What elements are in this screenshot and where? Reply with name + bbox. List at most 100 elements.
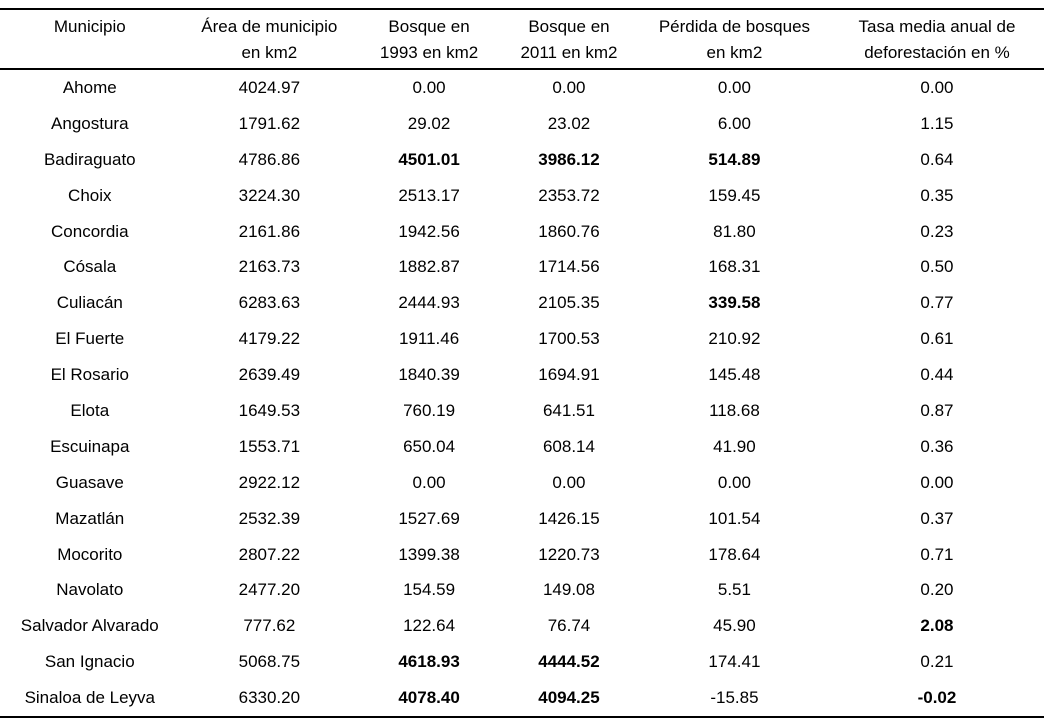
value-cell: 1860.76 — [538, 221, 600, 241]
municipality-cell: Choix — [68, 185, 112, 205]
column-header-line: deforestación en % — [864, 43, 1010, 62]
value-cell: 4024.97 — [238, 77, 301, 97]
value-cell: 23.02 — [547, 113, 591, 133]
value-cell: 1527.69 — [398, 508, 460, 528]
value-cell: 0.00 — [920, 472, 954, 492]
table-row: San Ignacio 5068.75 4618.93 4444.52 174.41 0.… — [0, 644, 1044, 680]
value-cell: 1399.38 — [398, 544, 460, 564]
value-cell: 0.00 — [552, 77, 586, 97]
municipality-cell: Mocorito — [57, 544, 123, 564]
table-row: Sinaloa de Leyva 6330.20 4078.40 4094.25 -15… — [0, 680, 1044, 717]
value-cell: 641.51 — [542, 400, 595, 420]
value-cell: 145.48 — [708, 365, 761, 385]
value-cell: 5068.75 — [238, 652, 301, 672]
table-row: Elota 1649.53 760.19 641.51 118.68 0.87 — [0, 393, 1044, 429]
municipality-cell: Culiacán — [56, 293, 123, 313]
value-cell: 4444.52 — [538, 652, 600, 672]
value-cell: 514.89 — [708, 149, 761, 169]
column-header: Municipio — [0, 9, 180, 70]
value-cell: 4094.25 — [538, 688, 600, 708]
column-header-line — [0, 40, 180, 66]
table-row: El Fuerte 4179.22 1911.46 1700.53 210.92 0.61 — [0, 321, 1044, 357]
value-cell: 1426.15 — [538, 508, 600, 528]
value-cell: 1553.71 — [238, 436, 301, 456]
value-cell: 0.00 — [412, 472, 446, 492]
value-cell: -15.85 — [710, 688, 759, 708]
municipality-cell: Guasave — [55, 472, 124, 492]
value-cell: 0.71 — [920, 544, 954, 564]
column-header-line: en km2 — [706, 43, 763, 62]
value-cell: 0.00 — [920, 77, 954, 97]
table-body: Ahome 4024.97 0.00 0.00 0.00 0.00 Angostura 179… — [0, 69, 1044, 717]
value-cell: 76.74 — [547, 616, 591, 636]
column-header-line: Área de municipio — [201, 17, 338, 36]
value-cell: 0.21 — [920, 652, 954, 672]
value-cell: 168.31 — [708, 257, 761, 277]
value-cell: 1882.87 — [398, 257, 460, 277]
municipality-cell: El Rosario — [50, 365, 129, 385]
value-cell: 1942.56 — [398, 221, 460, 241]
value-cell: 2161.86 — [238, 221, 301, 241]
value-cell: 174.41 — [708, 652, 761, 672]
value-cell: 2639.49 — [238, 365, 301, 385]
value-cell: 0.50 — [920, 257, 954, 277]
table-row: Escuinapa 1553.71 650.04 608.14 41.90 0.36 — [0, 429, 1044, 465]
value-cell: 0.23 — [920, 221, 954, 241]
table-row: Guasave 2922.12 0.00 0.00 0.00 0.00 — [0, 465, 1044, 501]
value-cell: 650.04 — [403, 436, 456, 456]
table-row: Choix 3224.30 2513.17 2353.72 159.45 0.35 — [0, 178, 1044, 214]
value-cell: 178.64 — [708, 544, 761, 564]
value-cell: 1840.39 — [398, 365, 460, 385]
value-cell: 4786.86 — [238, 149, 301, 169]
value-cell: 6283.63 — [238, 293, 301, 313]
value-cell: 41.90 — [713, 436, 756, 456]
municipality-cell: Mazatlán — [55, 508, 125, 528]
column-header-line: Pérdida de bosques — [658, 17, 811, 36]
value-cell: 3986.12 — [538, 149, 600, 169]
value-cell: 0.44 — [920, 365, 954, 385]
value-cell: 0.61 — [920, 329, 954, 349]
municipality-cell: Angostura — [51, 113, 129, 133]
value-cell: 45.90 — [713, 616, 756, 636]
value-cell: 4078.40 — [398, 688, 460, 708]
column-header-line: 1993 en km2 — [379, 43, 479, 62]
value-cell: 0.87 — [920, 400, 954, 420]
table-row: Cósala 2163.73 1882.87 1714.56 168.31 0.50 — [0, 249, 1044, 285]
municipality-cell: Cósala — [63, 257, 117, 277]
value-cell: 6.00 — [717, 113, 751, 133]
municipality-cell: Sinaloa de Leyva — [24, 688, 155, 708]
municipality-cell: Escuinapa — [50, 436, 130, 456]
value-cell: 1700.53 — [538, 329, 600, 349]
municipality-cell: Badiraguato — [43, 149, 136, 169]
value-cell: 0.37 — [920, 508, 954, 528]
value-cell: 101.54 — [708, 508, 761, 528]
value-cell: 1694.91 — [538, 365, 600, 385]
column-header-line: Bosque en — [388, 17, 470, 36]
value-cell: 777.62 — [243, 616, 296, 636]
value-cell: 0.35 — [920, 185, 954, 205]
value-cell: 0.00 — [717, 472, 751, 492]
column-header: Tasa media anual de deforestación en % — [829, 9, 1044, 70]
value-cell: 0.36 — [920, 436, 954, 456]
table-row: Angostura 1791.62 29.02 23.02 6.00 1.15 — [0, 106, 1044, 142]
deforestation-table: Municipio Área de municipio en km2 Bosque e… — [0, 8, 1044, 719]
value-cell: 2.08 — [920, 616, 954, 636]
value-cell: 154.59 — [403, 580, 456, 600]
value-cell: 1.15 — [920, 113, 954, 133]
table-row: Concordia 2161.86 1942.56 1860.76 81.80 0.23 — [0, 214, 1044, 250]
column-header-line: Tasa media anual de — [858, 17, 1016, 36]
value-cell: 1791.62 — [238, 113, 301, 133]
value-cell: 2532.39 — [238, 508, 301, 528]
table-row: Culiacán 6283.63 2444.93 2105.35 339.58 0.77 — [0, 285, 1044, 321]
header-row: Municipio Área de municipio en km2 Bosque e… — [0, 9, 1044, 70]
value-cell: 608.14 — [542, 436, 595, 456]
value-cell: 3224.30 — [238, 185, 301, 205]
value-cell: 0.00 — [412, 77, 446, 97]
value-cell: 2353.72 — [538, 185, 600, 205]
value-cell: 2807.22 — [238, 544, 301, 564]
value-cell: 1911.46 — [398, 329, 460, 349]
municipality-cell: Elota — [70, 400, 110, 420]
column-header: Bosque en 2011 en km2 — [499, 9, 639, 70]
value-cell: 149.08 — [542, 580, 595, 600]
